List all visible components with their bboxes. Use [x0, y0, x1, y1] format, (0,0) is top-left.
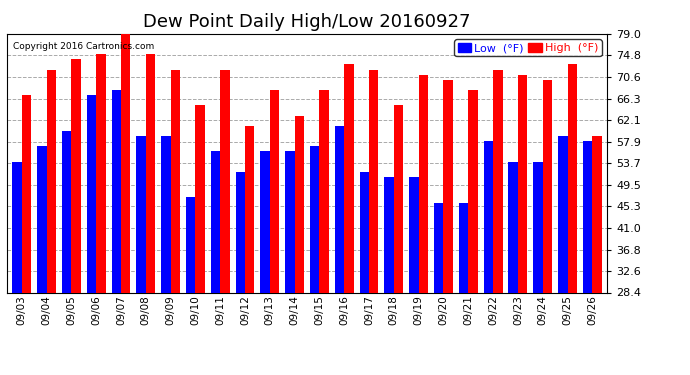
Bar: [543, 80, 552, 292]
Bar: [533, 162, 543, 292]
Bar: [71, 59, 81, 292]
Bar: [220, 69, 230, 292]
Title: Dew Point Daily High/Low 20160927: Dew Point Daily High/Low 20160927: [144, 13, 471, 31]
Bar: [62, 131, 71, 292]
Bar: [260, 152, 270, 292]
Bar: [195, 105, 205, 292]
Bar: [37, 146, 47, 292]
Bar: [22, 95, 31, 292]
Bar: [87, 95, 96, 292]
Bar: [592, 136, 602, 292]
Bar: [344, 64, 354, 292]
Bar: [434, 202, 444, 292]
Bar: [310, 146, 319, 292]
Bar: [359, 172, 369, 292]
Bar: [394, 105, 403, 292]
Bar: [146, 54, 155, 292]
Bar: [295, 116, 304, 292]
Bar: [459, 202, 469, 292]
Bar: [419, 75, 428, 292]
Bar: [583, 141, 592, 292]
Bar: [170, 69, 180, 292]
Bar: [112, 90, 121, 292]
Bar: [567, 64, 577, 292]
Bar: [335, 126, 344, 292]
Bar: [186, 197, 195, 292]
Bar: [211, 152, 220, 292]
Bar: [235, 172, 245, 292]
Bar: [558, 136, 567, 292]
Bar: [137, 136, 146, 292]
Bar: [469, 90, 477, 292]
Bar: [245, 126, 255, 292]
Bar: [161, 136, 170, 292]
Bar: [484, 141, 493, 292]
Bar: [121, 34, 130, 292]
Bar: [369, 69, 379, 292]
Bar: [409, 177, 419, 292]
Bar: [509, 162, 518, 292]
Bar: [319, 90, 329, 292]
Bar: [12, 162, 22, 292]
Bar: [493, 69, 502, 292]
Text: Copyright 2016 Cartronics.com: Copyright 2016 Cartronics.com: [13, 42, 154, 51]
Legend: Low  (°F), High  (°F): Low (°F), High (°F): [454, 39, 602, 56]
Bar: [285, 152, 295, 292]
Bar: [96, 54, 106, 292]
Bar: [270, 90, 279, 292]
Bar: [518, 75, 527, 292]
Bar: [384, 177, 394, 292]
Bar: [444, 80, 453, 292]
Bar: [47, 69, 56, 292]
